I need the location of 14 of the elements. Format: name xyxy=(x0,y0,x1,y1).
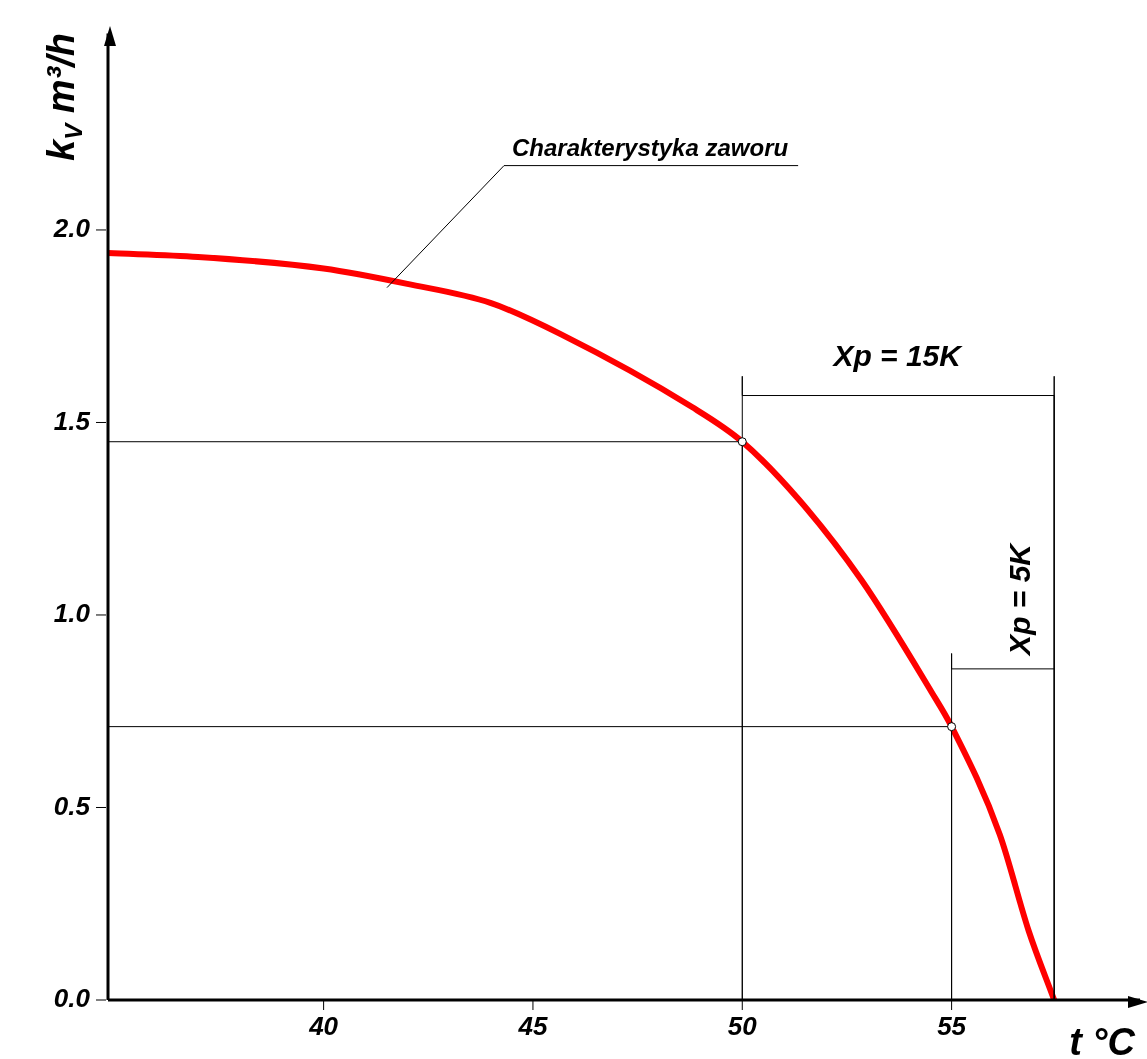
y-tick-label: 2.0 xyxy=(52,213,91,244)
y-axis-title: kV m³/h xyxy=(40,33,87,161)
x-tick-label: 50 xyxy=(727,1010,758,1041)
y-tick-label: 0.5 xyxy=(53,790,91,821)
x-tick-label: 40 xyxy=(308,1010,339,1041)
annotation: Charakterystyka zaworu xyxy=(512,133,789,161)
y-tick-label: 0.0 xyxy=(53,983,91,1014)
x-tick-label: 55 xyxy=(937,1010,967,1041)
x-tick-label: 45 xyxy=(517,1010,548,1041)
annotation: Xp = 5K xyxy=(1002,541,1036,657)
x-axis-title: t °C xyxy=(1069,1021,1136,1059)
y-tick-label: 1.0 xyxy=(53,598,91,629)
annotation: Xp = 15K xyxy=(831,338,964,372)
y-tick-label: 1.5 xyxy=(53,405,91,436)
